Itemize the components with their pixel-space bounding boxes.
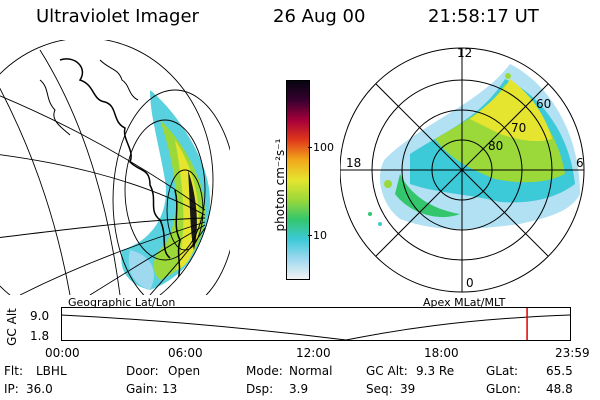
ip-value: 36.0 [26,382,53,396]
gcalt-label: GC Alt: [366,364,408,378]
timeline-xtick-1800: 18:00 [424,346,459,360]
altitude-curve [61,314,571,341]
ip-label: IP: [4,382,19,396]
mlt-label-18: 18 [346,156,362,170]
glat-value: 65.5 [546,364,573,378]
glon-value: 48.8 [546,382,573,396]
aurora-emission-polar [368,64,580,229]
mlt-label-12: 12 [457,46,473,60]
gain-label: Gain: [126,382,158,396]
gain-value: 13 [162,382,178,396]
timeline-xtick-1200: 12:00 [296,346,331,360]
timeline-ytick-top: 9.0 [30,309,50,323]
time-label: 21:58:17 UT [428,6,539,27]
intensity-colorbar [286,80,310,280]
mlat-label-60: 60 [536,97,552,111]
mlat-label-70: 70 [511,121,527,135]
lat-lon-grid [0,40,230,295]
colorbar-unit-label: photon cm⁻²s⁻¹ [273,138,287,232]
dsp-label: Dsp: [246,382,274,396]
door-value: Open [168,364,201,378]
timeline-xtick-0600: 06:00 [168,346,203,360]
timeline-xtick-0000: 00:00 [45,346,80,360]
date-label: 26 Aug 00 [273,6,366,27]
door-label: Door: [126,364,159,378]
mlat-label-80: 80 [488,139,504,153]
geographic-caption: Geographic Lat/Lon [68,296,176,309]
altitude-timeline [61,307,571,341]
timeline-xtick-2359: 23:59 [555,346,590,360]
seq-label: Seq: [366,382,393,396]
dsp-value: 3.9 [289,382,309,396]
flt-value: LBHL [36,364,67,378]
gcalt-value: 9.3 Re [416,364,455,378]
glon-label: GLon: [486,382,521,396]
instrument-title: Ultraviolet Imager [36,6,199,27]
seq-value: 39 [400,382,416,396]
colorbar-tick-10: 10 [313,229,327,242]
timeline-ytick-bottom: 1.8 [30,329,50,343]
colorbar-tick-100: 100 [313,141,334,154]
apex-polar-panel [340,47,585,293]
mlt-label-6: 6 [576,156,584,170]
coastline-outline [59,58,171,259]
apex-caption: Apex MLat/MLT [423,296,506,309]
geographic-map-panel [0,40,230,295]
mode-value: Normal [289,364,333,378]
flt-label: Flt: [4,364,23,378]
mlat-mlt-grid [340,47,585,293]
mlt-label-0: 0 [466,276,474,290]
glat-label: GLat: [486,364,519,378]
mode-label: Mode: [246,364,283,378]
timeline-ylabel: GC Alt [5,308,19,346]
